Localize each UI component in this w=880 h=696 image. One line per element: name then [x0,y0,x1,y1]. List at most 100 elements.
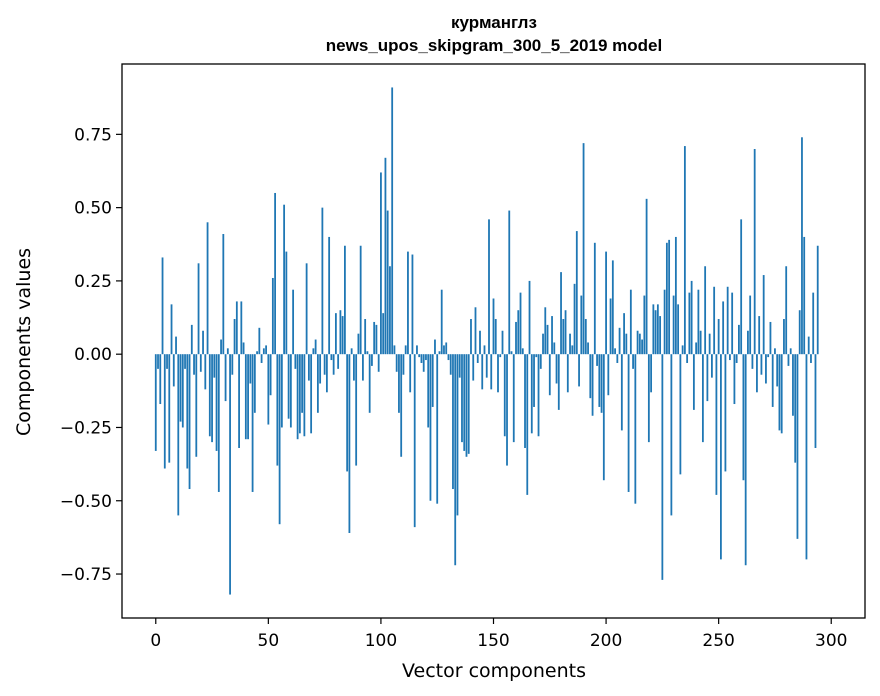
bar [780,354,783,434]
bar [616,354,619,363]
bar [713,286,716,355]
bar [371,354,373,366]
bar [229,354,231,595]
plot-frame [121,63,866,619]
bar [193,354,195,375]
bar [280,354,283,428]
bar [310,354,313,434]
bar [163,354,166,469]
bar [350,348,353,355]
bar [711,354,713,378]
bar [384,157,387,355]
bar [382,313,385,355]
bar [670,354,673,516]
bar [256,351,258,355]
bar [765,354,767,384]
bar [706,354,709,402]
bar [436,354,439,504]
bar [634,354,637,504]
x-tick-label: 50 [258,631,280,651]
bar [744,354,747,566]
bar [686,354,689,363]
bar [810,354,812,363]
bar [672,295,675,355]
bar [807,336,810,355]
bar [292,289,295,355]
bar [704,266,707,355]
bar [787,354,790,366]
bar [611,260,614,355]
bar [731,292,734,355]
bar [303,354,306,437]
bar [695,342,698,355]
bar [168,354,171,463]
y-tick-label: 0.75 [74,125,112,145]
bar [470,319,472,355]
y-tick-label: 0.25 [74,272,112,292]
bar [740,219,743,355]
bar [580,295,583,355]
bar [526,354,529,495]
bar [776,354,779,387]
bar [307,354,310,381]
bar [476,354,479,363]
bar [783,319,785,355]
bar [314,339,317,355]
bar [749,295,752,355]
bar [170,304,173,355]
bar [161,257,164,355]
bar [546,324,549,355]
bar [452,354,454,490]
bar [355,354,358,466]
bar [247,354,249,440]
bar [373,321,376,355]
bar [566,354,569,393]
bar [674,236,677,355]
bar [359,245,362,355]
bar [319,354,322,384]
bar [211,354,213,443]
bar [584,319,587,355]
bar [591,354,594,416]
bar [400,354,403,457]
bar [652,304,655,355]
bar [701,354,704,443]
bar [668,239,671,355]
bar [794,354,797,463]
bar [389,266,391,355]
bar [407,251,409,355]
bar [411,254,414,355]
bar [506,354,508,466]
bar [488,219,490,355]
bar [499,354,502,358]
bar [557,354,560,410]
bar [555,354,558,384]
bar [312,348,315,355]
bar [321,207,324,355]
bar [391,87,394,355]
bar [801,137,803,355]
bar [438,351,441,355]
bar [357,333,360,355]
bar [587,342,589,355]
bar [184,354,186,369]
bar [179,354,182,422]
bar [708,333,711,355]
bar [197,263,200,355]
bar [589,354,592,399]
bar [614,348,616,355]
bar [422,354,425,372]
bar [627,354,630,492]
bar [796,354,799,539]
bar [458,354,461,378]
bar [720,354,722,560]
bar [645,198,648,355]
bar [692,354,695,410]
bar [242,342,245,355]
bar [620,354,623,431]
x-tick-label: 200 [590,631,622,651]
bar [375,324,378,355]
bar [206,222,209,355]
bar [747,330,749,355]
bar [600,354,603,413]
